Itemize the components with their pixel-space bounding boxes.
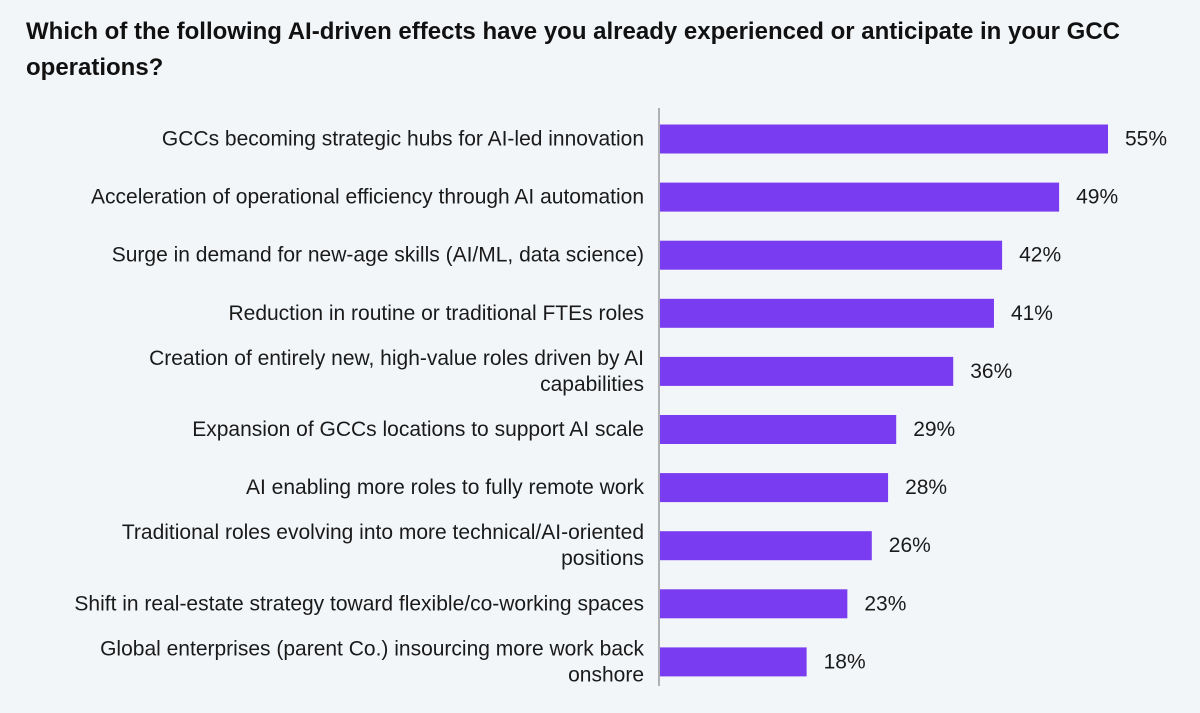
category-label-1: GCCs becoming strategic hubs for AI-led … [162,128,644,151]
category-label-8: Traditional roles evolving into more tec… [122,521,644,570]
value-label-9: 23% [864,592,906,615]
bar-5 [660,356,954,386]
category-labels: GCCs becoming strategic hubs for AI-led … [74,128,644,687]
bar-3 [660,240,1003,270]
bar-9 [660,589,848,619]
bar-1 [660,124,1108,154]
value-label-1: 55% [1125,128,1167,151]
value-label-5: 36% [970,360,1012,383]
bar-2 [660,182,1060,212]
bar-10 [660,647,807,677]
bar-4 [660,298,994,328]
category-label-5: Creation of entirely new, high-value rol… [149,347,644,396]
category-label-10: Global enterprises (parent Co.) insourci… [100,637,644,686]
bar-6 [660,415,897,444]
bar-7 [660,473,889,503]
chart-title: Which of the following AI-driven effects… [26,18,1120,81]
value-labels: 55% 49% 42% 41% 36% 29% 28% 26% 23% 18% [824,128,1167,674]
value-label-8: 26% [889,534,931,557]
category-label-9: Shift in real-estate strategy toward fle… [74,592,644,615]
value-label-7: 28% [905,476,947,499]
value-label-3: 42% [1019,244,1061,267]
bars-layer [660,124,1108,677]
category-label-6: Expansion of GCCs locations to support A… [192,418,644,441]
category-label-4: Reduction in routine or traditional FTEs… [228,302,644,325]
value-label-4: 41% [1011,302,1053,325]
value-label-10: 18% [824,650,866,673]
value-label-6: 29% [913,418,955,441]
category-label-7: AI enabling more roles to fully remote w… [246,476,645,499]
value-label-2: 49% [1076,186,1118,209]
bar-8 [660,531,872,561]
category-label-3: Surge in demand for new-age skills (AI/M… [112,244,644,267]
category-label-2: Acceleration of operational efficiency t… [91,186,644,209]
